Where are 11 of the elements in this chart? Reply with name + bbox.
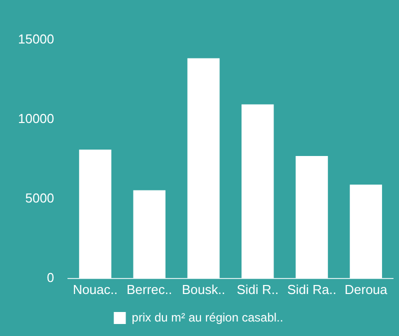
y-tick-label: 10000: [18, 111, 54, 126]
y-tick-label: 15000: [18, 32, 54, 47]
legend-label: prix du m² au région casabl..: [132, 310, 284, 324]
x-tick-label: Nouac..: [72, 282, 118, 297]
x-tick-label: Bousk..: [182, 282, 226, 297]
x-tick-label: Berrec..: [126, 282, 172, 297]
x-tick-label: Deroua: [344, 282, 388, 297]
y-tick-label: 5000: [25, 190, 54, 206]
x-tick-label: Sidi Ra..: [287, 282, 336, 297]
y-tick-label: 0: [46, 270, 54, 285]
x-tick-label: Sidi R..: [236, 282, 279, 297]
